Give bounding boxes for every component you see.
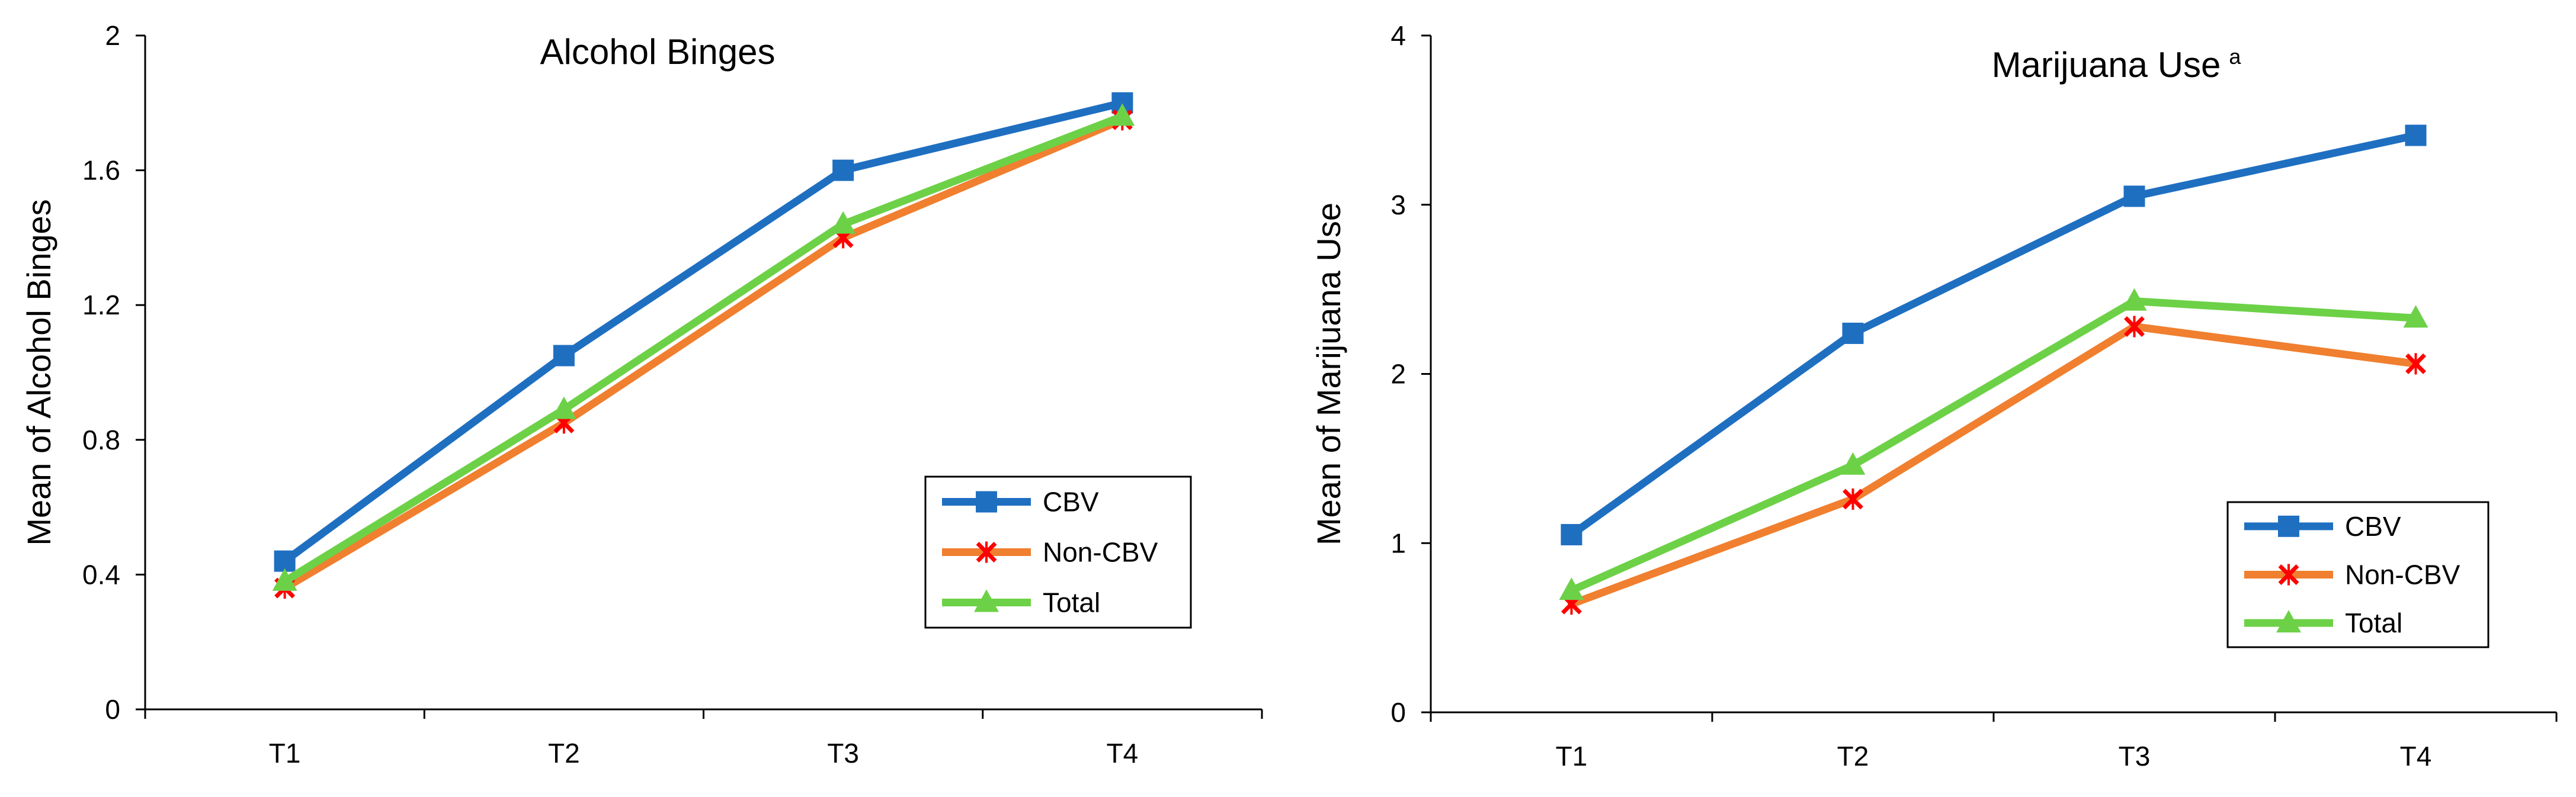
chart2-series-non-cbv-point bbox=[2124, 316, 2145, 338]
chart2-y-tick-label: 1 bbox=[1390, 528, 1406, 558]
chart2-series-cbv-point bbox=[2405, 124, 2427, 146]
chart2-series-cbv-point bbox=[2123, 185, 2145, 207]
chart1-x-tick-label: T2 bbox=[548, 738, 580, 769]
chart1-x-tick-label: T1 bbox=[269, 738, 301, 769]
chart2-legend-item-non-cbv-label: Non-CBV bbox=[2345, 560, 2460, 590]
chart1-series-total-point bbox=[1110, 103, 1135, 126]
chart2-y-tick-label: 0 bbox=[1390, 697, 1406, 728]
chart1-legend-item-non-cbv-label: Non-CBV bbox=[1043, 537, 1158, 568]
chart2-title-superscript: a bbox=[2229, 44, 2241, 69]
chart1-x-tick-label: T3 bbox=[827, 738, 859, 769]
chart2-x-tick-label: T1 bbox=[1556, 741, 1588, 772]
chart2-series-cbv-line bbox=[1568, 131, 2420, 539]
chart1-series-cbv-line bbox=[281, 99, 1126, 565]
chart2-legend-item-total-swatch-marker bbox=[2276, 610, 2301, 633]
chart1-series-total-point bbox=[272, 568, 297, 591]
chart2-series-total-line bbox=[1568, 297, 2420, 594]
chart1-y-tick-label: 0.8 bbox=[82, 425, 120, 455]
chart2-series-non-cbv-line bbox=[1568, 322, 2420, 608]
chart2-legend: CBV Non-CBV Total bbox=[2226, 501, 2490, 648]
chart1-y-tick-label: 0 bbox=[105, 694, 120, 725]
chart1-series-cbv-point bbox=[274, 550, 296, 572]
chart2-series-cbv-point bbox=[1842, 322, 1864, 344]
chart1-series-non-cbv-line bbox=[281, 115, 1126, 592]
chart2-legend-item-total-label: Total bbox=[2345, 608, 2402, 638]
chart1-legend-item-cbv-label: CBV bbox=[1043, 487, 1099, 518]
chart2-series-total-point bbox=[1559, 577, 1584, 600]
chart2-legend-item-cbv-label: CBV bbox=[2345, 511, 2401, 542]
chart2-x-tick-label: T2 bbox=[1837, 741, 1869, 772]
chart2-legend-item-non-cbv-swatch-marker bbox=[2278, 564, 2299, 586]
chart1: 0 0.4 0.8 1.2 1.6 2 T1 T2 T3 T4 Alcohol Binges Mean… bbox=[20, 20, 1263, 769]
chart2-y-tick-label: 2 bbox=[1390, 359, 1406, 390]
chart1-series-cbv-point bbox=[832, 159, 854, 181]
chart1-series-total-line bbox=[281, 113, 1126, 586]
chart1-y-axis-label: Mean of Alcohol Binges bbox=[20, 199, 57, 545]
chart1-x-tick-label: T4 bbox=[1107, 738, 1139, 769]
chart2-x-tick-label: T3 bbox=[2119, 741, 2151, 772]
chart2-series-total-point bbox=[1840, 452, 1866, 475]
chart1-y-tick-label: 1.6 bbox=[82, 155, 120, 186]
chart1-y-tick-label: 1.2 bbox=[82, 290, 120, 320]
chart2-x-tick-label: T4 bbox=[2400, 741, 2432, 772]
chart2-legend-item-cbv-swatch-marker bbox=[2278, 515, 2299, 537]
chart1-legend-item-cbv-swatch-marker bbox=[976, 491, 997, 513]
chart1-series-total-point bbox=[831, 211, 856, 234]
chart2-y-tick-label: 4 bbox=[1390, 20, 1406, 51]
chart1-legend-item-non-cbv-swatch-marker bbox=[976, 541, 997, 563]
chart1-title: Alcohol Binges bbox=[540, 32, 776, 72]
chart2-series-non-cbv-point bbox=[1843, 488, 1863, 510]
chart1-legend-item-total-swatch-marker bbox=[974, 589, 999, 612]
chart2-y-axis-label: Mean of Marijuana Use bbox=[1310, 203, 1347, 545]
chart2-y-tick-label: 3 bbox=[1390, 189, 1406, 220]
chart1-y-tick-label: 2 bbox=[105, 20, 120, 51]
chart2-series-total-point bbox=[2122, 288, 2147, 311]
chart1-series-cbv-point bbox=[553, 345, 575, 367]
chart2-series-total-point bbox=[2403, 305, 2428, 328]
chart1-legend: CBV Non-CBV Total bbox=[924, 475, 1192, 629]
chart2: 0 1 2 3 4 T1 T2 T3 T4 Marijuana Use a Mean of Marij… bbox=[1310, 20, 2558, 772]
chart1-legend-item-total-label: Total bbox=[1043, 587, 1100, 618]
chart1-series-total-point bbox=[551, 396, 576, 419]
chart2-title: Marijuana Use bbox=[1992, 45, 2221, 85]
chart2-series-cbv-point bbox=[1561, 523, 1582, 545]
chart2-series-non-cbv-point bbox=[2405, 353, 2426, 375]
chart1-y-tick-label: 0.4 bbox=[82, 559, 120, 590]
